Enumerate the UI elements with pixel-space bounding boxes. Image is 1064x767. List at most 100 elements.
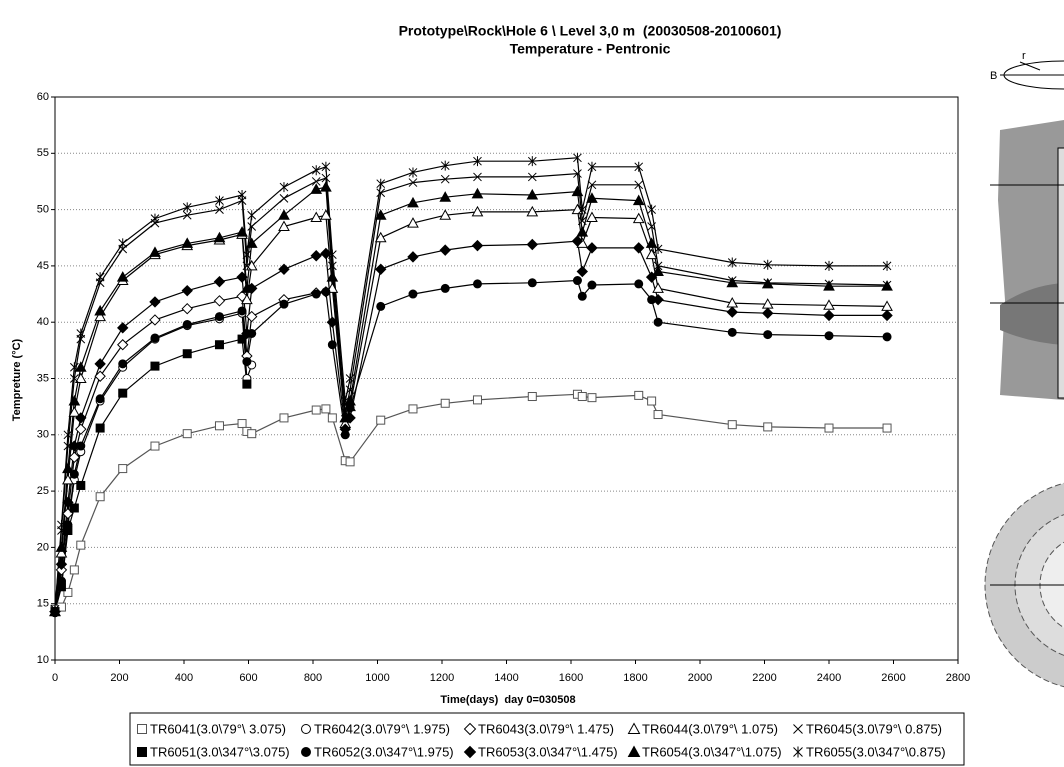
marker	[94, 370, 106, 382]
diagram-label: B	[990, 70, 997, 82]
marker	[345, 385, 355, 395]
legend-marker	[137, 747, 147, 757]
marker	[241, 293, 253, 305]
marker	[237, 189, 247, 200]
marker	[472, 279, 482, 289]
y-tick-label: 55	[37, 147, 49, 159]
marker	[63, 429, 73, 440]
marker	[310, 250, 322, 262]
marker	[75, 412, 87, 424]
marker	[577, 392, 587, 402]
marker	[95, 394, 105, 404]
marker	[62, 496, 74, 509]
marker	[63, 520, 73, 530]
marker	[237, 419, 247, 429]
marker	[576, 265, 588, 278]
marker	[647, 396, 657, 406]
x-tick-label: 1400	[494, 672, 518, 684]
marker	[527, 278, 537, 288]
legend-marker	[137, 724, 147, 734]
marker	[182, 210, 192, 220]
marker	[571, 185, 584, 197]
marker	[117, 339, 129, 351]
chart-title: Prototype\Rock\Hole 6 \ Level 3,0 m (200…	[399, 23, 782, 39]
marker	[652, 293, 664, 306]
marker	[76, 480, 86, 490]
marker	[182, 319, 192, 329]
marker	[150, 441, 160, 451]
marker	[327, 261, 337, 271]
x-tick-label: 600	[239, 672, 257, 684]
marker	[149, 314, 161, 326]
x-tick-label: 2200	[752, 672, 776, 684]
marker	[586, 242, 598, 254]
marker	[76, 540, 86, 550]
marker	[150, 333, 160, 343]
marker	[527, 156, 537, 167]
y-tick-label: 15	[37, 598, 49, 610]
legend-marker	[793, 746, 803, 758]
legend-label: TR6045(3.0\79°\ 0.875)	[806, 721, 942, 736]
marker	[577, 204, 587, 215]
marker	[278, 220, 290, 231]
marker	[440, 283, 450, 293]
marker	[278, 263, 290, 275]
marker	[576, 226, 589, 237]
marker	[213, 275, 226, 288]
marker	[215, 195, 224, 206]
marker	[345, 373, 355, 384]
marker	[150, 361, 160, 371]
marker	[237, 334, 247, 344]
marker	[440, 160, 450, 171]
marker	[634, 390, 644, 400]
marker	[633, 242, 645, 254]
marker	[526, 238, 539, 251]
marker	[439, 244, 451, 256]
marker	[727, 327, 737, 337]
marker	[726, 276, 739, 288]
marker	[526, 188, 539, 200]
y-tick-label: 45	[37, 260, 49, 272]
x-tick-label: 2800	[946, 672, 970, 684]
x-tick-label: 2600	[881, 672, 905, 684]
legend-label: TR6051(3.0\347°\3.075)	[150, 744, 290, 759]
legend-label: TR6041(3.0\79°\ 3.075)	[150, 721, 286, 736]
legend-label: TR6044(3.0\79°\ 1.075)	[642, 721, 778, 736]
side-diagram: r B	[984, 50, 1064, 688]
series-line	[54, 291, 326, 612]
marker	[242, 357, 252, 367]
marker	[310, 183, 323, 194]
marker	[407, 251, 419, 263]
marker	[882, 332, 892, 342]
series-line	[54, 279, 888, 613]
marker	[242, 249, 252, 260]
marker	[824, 423, 834, 433]
marker	[321, 161, 331, 172]
marker	[375, 263, 387, 275]
marker	[55, 547, 68, 558]
series-line	[54, 208, 888, 612]
marker	[236, 271, 248, 283]
x-tick-label: 1800	[623, 672, 647, 684]
marker	[652, 282, 664, 293]
marker	[634, 180, 644, 190]
x-tick-label: 800	[304, 672, 322, 684]
marker	[74, 372, 87, 383]
marker	[439, 209, 452, 220]
legend-marker	[463, 745, 477, 759]
marker	[118, 359, 128, 369]
marker	[321, 404, 331, 414]
x-tick-label: 200	[110, 672, 128, 684]
marker	[823, 299, 835, 310]
y-tick-label: 40	[37, 316, 49, 328]
marker	[55, 541, 68, 552]
marker	[823, 309, 835, 322]
marker	[57, 519, 66, 530]
marker	[95, 492, 105, 502]
marker	[321, 287, 331, 297]
y-tick-label: 25	[37, 485, 49, 497]
series-line	[54, 186, 887, 612]
marker	[278, 209, 290, 220]
marker	[69, 374, 79, 383]
